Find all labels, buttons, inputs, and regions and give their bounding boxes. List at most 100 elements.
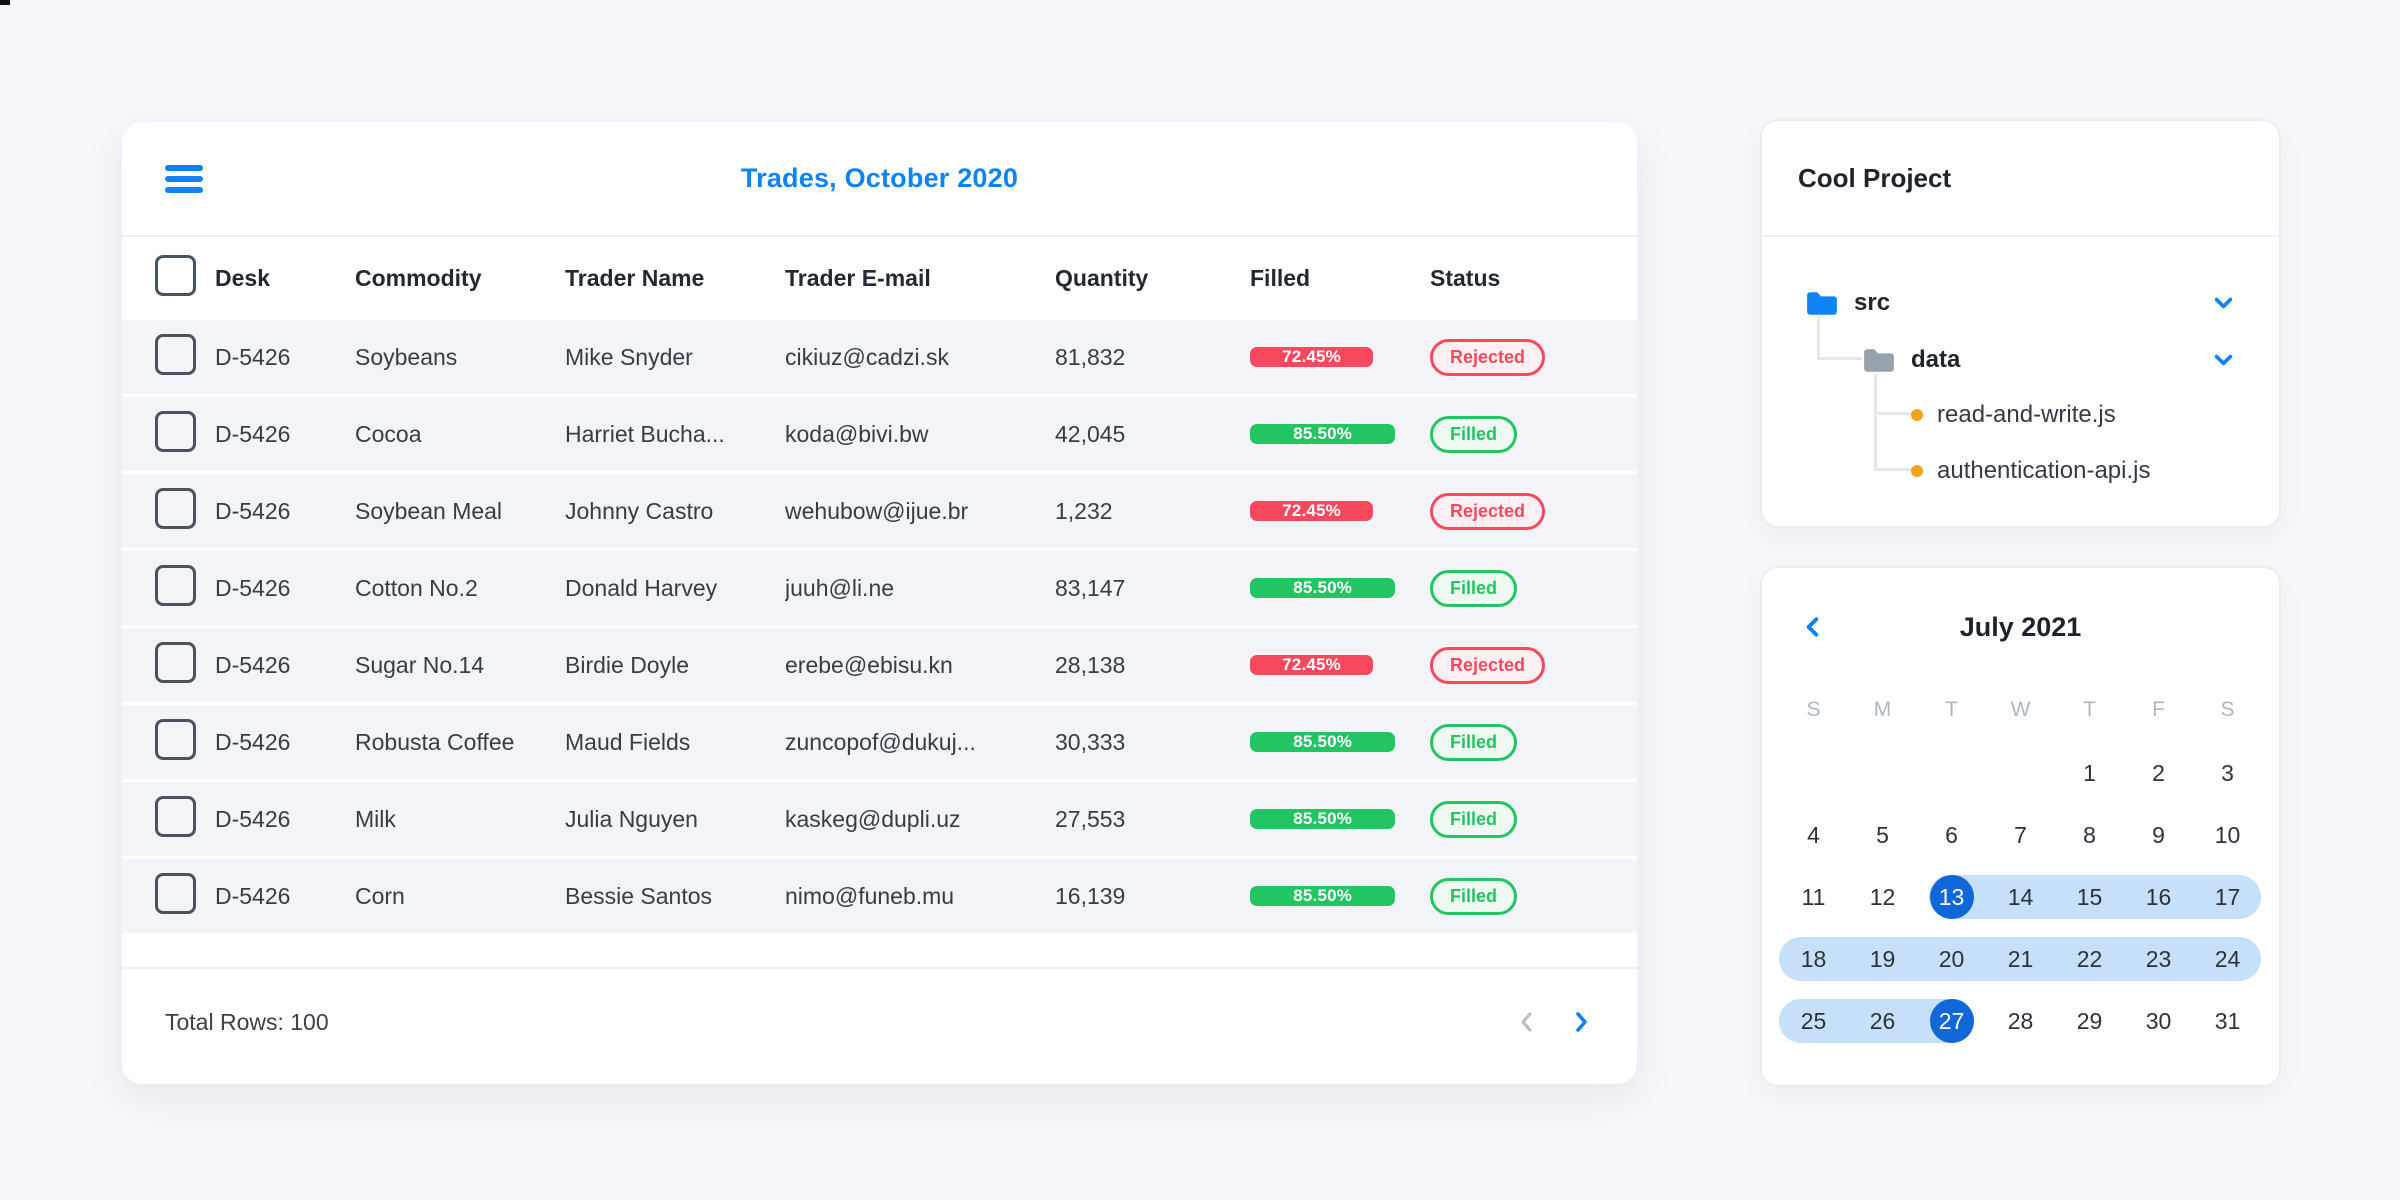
row-checkbox[interactable] — [155, 718, 196, 760]
calendar-day[interactable]: 13 — [1917, 866, 1986, 928]
tree-folder-src[interactable]: src — [1762, 281, 2279, 325]
cell-commodity: Sugar No.14 — [355, 651, 485, 678]
cell-trader-email: zuncopof@dukuj... — [785, 728, 976, 755]
tree-connector-line — [1817, 317, 1862, 360]
calendar-week-row: 1 2 3 — [1779, 742, 2262, 804]
calendar-day[interactable]: 16 — [2145, 883, 2172, 910]
calendar-day[interactable]: 19 — [1869, 945, 1896, 972]
calendar-day[interactable]: 4 — [1807, 821, 1820, 848]
calendar-day[interactable]: 18 — [1800, 945, 1827, 972]
progress-fill: 72.45% — [1250, 501, 1374, 521]
calendar-day[interactable]: 17 — [2214, 883, 2241, 910]
column-header-quantity: Quantity — [1055, 265, 1149, 291]
calendar-day[interactable]: 25 — [1800, 1007, 1827, 1034]
calendar-day[interactable]: 31 — [2214, 1007, 2241, 1034]
weekday-label: T — [2083, 698, 2096, 721]
cell-trader-name: Maud Fields — [565, 728, 691, 755]
cell-trader-name: Birdie Doyle — [565, 651, 689, 678]
calendar-day[interactable]: 21 — [2007, 945, 2034, 972]
cell-desk: D-5426 — [215, 420, 291, 447]
calendar-day[interactable]: 3 — [2221, 759, 2234, 786]
page-title: Trades, October 2020 — [740, 163, 1019, 193]
filled-progress-bar: 85.50% — [1250, 809, 1420, 829]
calendar-day[interactable]: 1 — [2083, 759, 2096, 786]
tree-file-authentication-api[interactable]: authentication-api.js — [1762, 449, 2279, 493]
calendar-day[interactable]: 23 — [2145, 945, 2172, 972]
file-tree: src data read-and-write.js authenticatio… — [1762, 237, 2279, 526]
filled-progress-bar: 72.45% — [1250, 501, 1420, 521]
calendar-day[interactable]: 2 — [2152, 759, 2165, 786]
progress-label: 72.45% — [1282, 655, 1341, 674]
table-row: D-5426 Milk Julia Nguyen kaskeg@dupli.uz… — [122, 782, 1637, 856]
row-checkbox[interactable] — [155, 795, 196, 837]
status-badge: Rejected — [1430, 646, 1546, 684]
progress-label: 85.50% — [1293, 809, 1353, 828]
calendar-day[interactable]: 28 — [2007, 1007, 2034, 1034]
row-checkbox[interactable] — [155, 487, 196, 529]
calendar-day[interactable]: 6 — [1945, 821, 1958, 848]
selected-day-circle: 13 — [1929, 875, 1974, 919]
calendar-month-title: July 2021 — [1959, 611, 2082, 642]
calendar-day[interactable]: 29 — [2076, 1007, 2103, 1034]
cell-desk: D-5426 — [215, 651, 291, 678]
cell-trader-email: cikiuz@cadzi.sk — [785, 343, 949, 370]
column-header-status: Status — [1430, 265, 1501, 291]
table-body: D-5426 Soybeans Mike Snyder cikiuz@cadzi… — [122, 320, 1637, 933]
hamburger-menu-icon[interactable] — [165, 160, 203, 198]
cell-quantity: 83,147 — [1055, 574, 1126, 601]
column-header-desk: Desk — [215, 265, 270, 291]
cell-trader-email: wehubow@ijue.br — [785, 497, 969, 524]
table-row: D-5426 Cotton No.2 Donald Harvey juuh@li… — [122, 551, 1637, 625]
row-checkbox[interactable] — [155, 641, 196, 683]
cell-trader-name: Donald Harvey — [565, 574, 718, 601]
cell-trader-email: nimo@funeb.mu — [785, 882, 955, 909]
weekday-label: W — [2010, 698, 2031, 721]
cell-quantity: 28,138 — [1055, 651, 1126, 678]
calendar-day[interactable]: 20 — [1938, 945, 1965, 972]
chevron-left-icon[interactable] — [1515, 1009, 1539, 1035]
tree-file-read-and-write[interactable]: read-and-write.js — [1762, 393, 2279, 437]
chevron-right-icon[interactable] — [1569, 1009, 1593, 1035]
calendar-day[interactable]: 15 — [2076, 883, 2103, 910]
calendar-day[interactable]: 30 — [2145, 1007, 2172, 1034]
row-checkbox[interactable] — [155, 410, 196, 452]
file-name: read-and-write.js — [1937, 401, 2116, 428]
cell-commodity: Robusta Coffee — [355, 728, 515, 755]
folder-icon — [1805, 289, 1839, 318]
tree-folder-data[interactable]: data — [1762, 338, 2279, 382]
calendar-day[interactable]: 5 — [1876, 821, 1889, 848]
row-checkbox[interactable] — [155, 564, 196, 606]
chevron-down-icon[interactable] — [2212, 292, 2235, 315]
pagination — [1515, 1009, 1593, 1035]
folder-icon — [1862, 346, 1896, 375]
cell-desk: D-5426 — [215, 343, 291, 370]
chevron-down-icon[interactable] — [2212, 349, 2235, 372]
filled-progress-bar: 72.45% — [1250, 655, 1420, 675]
calendar-day[interactable]: 22 — [2076, 945, 2103, 972]
folder-name: src — [1854, 289, 1891, 316]
calendar-day[interactable]: 10 — [2214, 821, 2241, 848]
calendar-day[interactable]: 9 — [2152, 821, 2165, 848]
folder-name: data — [1911, 346, 1961, 373]
calendar-day[interactable]: 12 — [1869, 883, 1896, 910]
calendar-day[interactable]: 11 — [1801, 883, 1826, 910]
chevron-left-icon[interactable] — [1802, 616, 1824, 638]
table-row: D-5426 Sugar No.14 Birdie Doyle erebe@eb… — [122, 628, 1637, 702]
calendar-day[interactable]: 26 — [1869, 1007, 1896, 1034]
file-dot-icon — [1911, 465, 1923, 477]
calendar-week-row: 11 12 13 14 15 16 17 — [1779, 866, 2262, 928]
select-all-checkbox[interactable] — [155, 255, 196, 296]
status-badge: Filled — [1430, 569, 1518, 607]
calendar-day[interactable]: 7 — [2014, 821, 2027, 848]
row-checkbox[interactable] — [155, 872, 196, 914]
status-badge: Rejected — [1430, 492, 1546, 530]
filled-progress-bar: 85.50% — [1250, 732, 1420, 752]
calendar-header: July 2021 — [1762, 568, 2279, 686]
cell-trader-name: Mike Snyder — [565, 343, 693, 370]
calendar-day[interactable]: 27 — [1917, 990, 1986, 1052]
tree-connector-line — [1874, 374, 1912, 471]
calendar-day[interactable]: 24 — [2214, 945, 2241, 972]
calendar-day[interactable]: 14 — [2007, 883, 2034, 910]
calendar-day[interactable]: 8 — [2083, 821, 2096, 848]
row-checkbox[interactable] — [155, 333, 196, 375]
